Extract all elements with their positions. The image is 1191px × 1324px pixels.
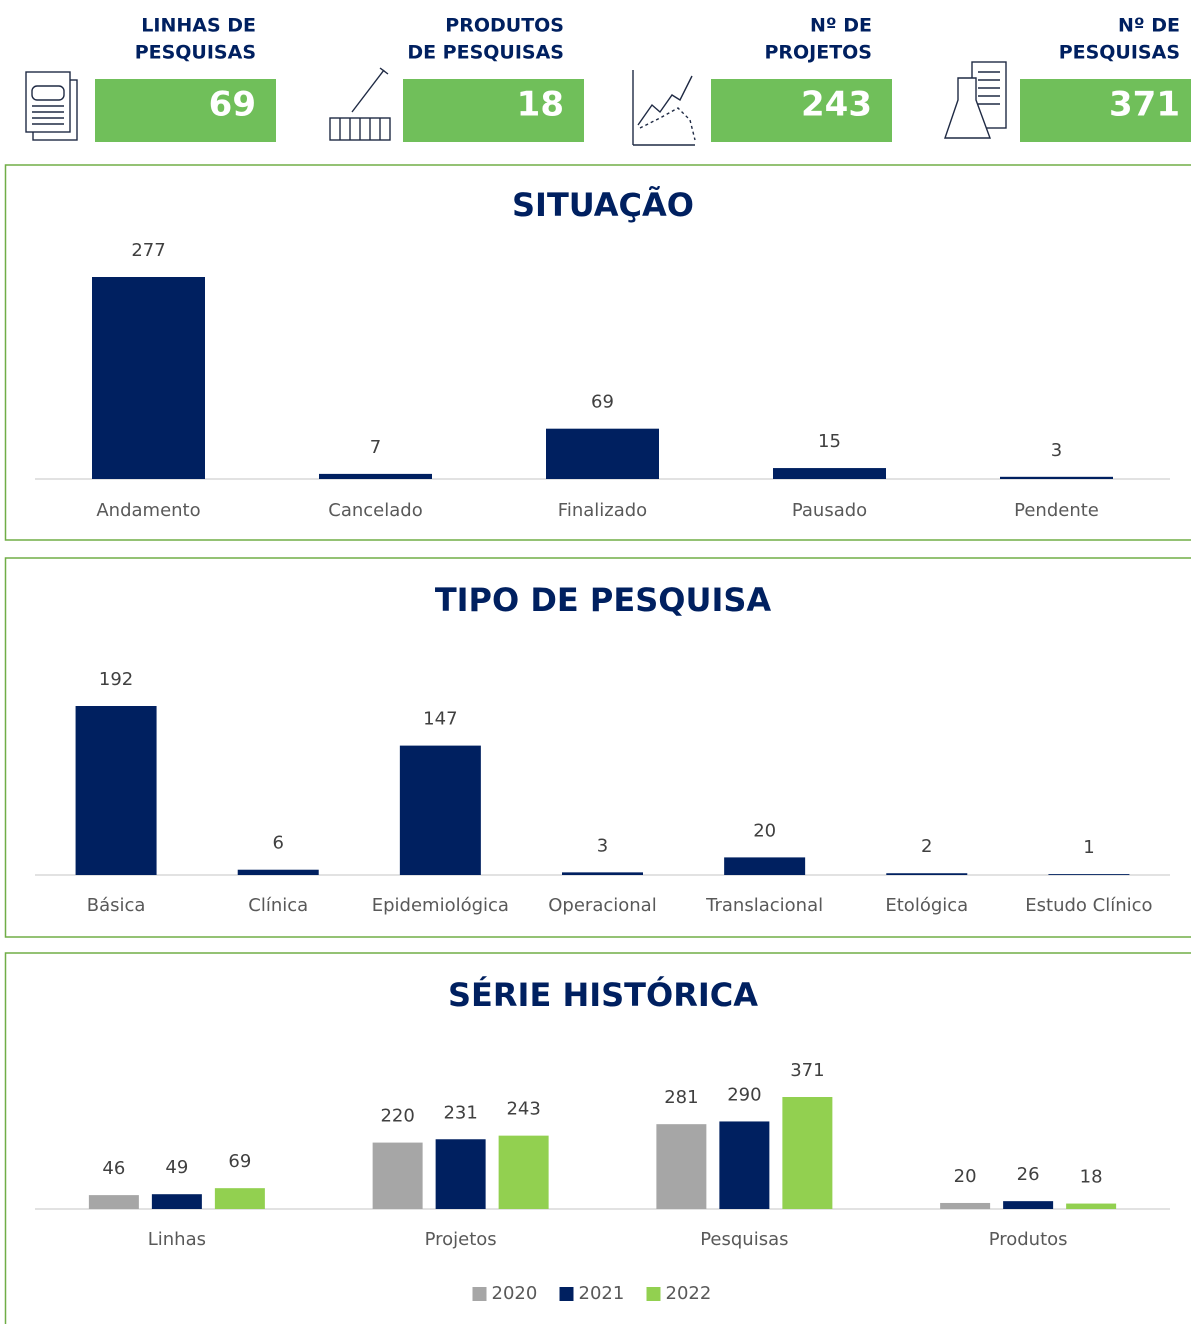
category-label: Epidemiológica: [372, 895, 509, 916]
kpi-value: 18: [517, 85, 564, 125]
icon-document: [25, 71, 78, 141]
bar: [319, 473, 432, 479]
bar: [151, 1194, 202, 1209]
chart-title: TIPO DE PESQUISA: [435, 581, 772, 619]
kpi-value: 371: [1109, 85, 1180, 125]
data-label: 49: [165, 1157, 188, 1178]
bar: [75, 706, 157, 875]
bar: [940, 1202, 991, 1209]
bar: [92, 277, 205, 479]
bar: [782, 1097, 833, 1209]
kpi-value: 243: [801, 85, 872, 125]
bar: [562, 872, 643, 875]
data-label: 7: [370, 437, 381, 458]
category-label: Linhas: [148, 1229, 206, 1250]
category-label: Etológica: [885, 895, 968, 916]
kpi-label: PROJETOS: [764, 42, 872, 64]
category-label: Operacional: [548, 895, 656, 916]
panel-border: [4, 952, 1191, 1324]
data-label: 220: [380, 1106, 414, 1127]
data-label: 1: [1083, 837, 1094, 858]
data-label: 26: [1017, 1164, 1040, 1185]
data-label: 2: [921, 836, 932, 857]
legend-label: 2022: [666, 1283, 712, 1304]
data-label: 18: [1080, 1167, 1103, 1188]
category-label: Pendente: [1014, 500, 1099, 521]
kpi-label: PESQUISAS: [135, 42, 256, 64]
data-label: 20: [753, 820, 776, 841]
bar: [214, 1188, 265, 1209]
icon-chart: [632, 70, 696, 146]
data-label: 290: [727, 1084, 761, 1105]
category-label: Pesquisas: [700, 1229, 788, 1250]
chart-title: SÉRIE HISTÓRICA: [448, 975, 758, 1014]
category-label: Finalizado: [558, 500, 647, 521]
data-label: 20: [954, 1166, 977, 1187]
data-label: 6: [272, 833, 283, 854]
bar: [237, 869, 319, 875]
category-label: Produtos: [989, 1229, 1068, 1250]
bar: [656, 1124, 707, 1209]
legend-label: 2020: [492, 1283, 538, 1304]
data-label: 46: [102, 1158, 125, 1179]
bar: [1066, 1203, 1117, 1209]
kpi-box: [711, 79, 892, 142]
kpi-box: [95, 79, 276, 142]
data-label: 231: [443, 1102, 477, 1123]
data-label: 3: [1051, 440, 1062, 461]
kpi-value: 69: [209, 85, 256, 125]
bar: [399, 745, 481, 875]
legend-swatch: [472, 1287, 487, 1301]
data-label: 277: [131, 240, 165, 261]
kpi-label: LINHAS DE: [141, 15, 256, 37]
bar: [372, 1142, 423, 1209]
bar: [1048, 874, 1130, 875]
category-label: Estudo Clínico: [1025, 895, 1152, 916]
icon-flask: [944, 61, 1007, 139]
bar: [498, 1135, 549, 1209]
kpi-box: [1020, 79, 1191, 142]
bar: [546, 428, 659, 479]
category-label: Andamento: [96, 500, 200, 521]
category-label: Cancelado: [328, 500, 422, 521]
bar: [886, 873, 968, 875]
panel-border: [4, 557, 1191, 938]
kpi-label: Nº DE: [810, 15, 872, 37]
category-label: Pausado: [792, 500, 867, 521]
data-label: 147: [423, 709, 457, 730]
category-label: Translacional: [705, 895, 823, 916]
data-label: 15: [818, 431, 841, 452]
legend-swatch: [559, 1287, 574, 1301]
bar: [724, 857, 806, 875]
data-label: 3: [597, 835, 608, 856]
bar: [1000, 476, 1113, 479]
data-label: 69: [591, 392, 614, 413]
kpi-label: PRODUTOS: [445, 15, 564, 37]
bar: [773, 468, 886, 479]
bar: [1003, 1201, 1054, 1209]
kpi-label: DE PESQUISAS: [407, 42, 564, 64]
kpi-box: [403, 79, 584, 142]
data-label: 371: [790, 1060, 824, 1081]
icon-pipette: [329, 67, 391, 141]
data-label: 281: [664, 1087, 698, 1108]
data-label: 243: [506, 1099, 540, 1120]
kpi-label: Nº DE: [1118, 15, 1180, 37]
legend-swatch: [646, 1287, 661, 1301]
category-label: Básica: [87, 895, 146, 916]
panel-border: [4, 164, 1191, 541]
bar: [88, 1195, 139, 1209]
bar: [719, 1121, 770, 1209]
chart-title: SITUAÇÃO: [512, 186, 694, 224]
data-label: 192: [99, 669, 133, 690]
category-label: Clínica: [248, 895, 308, 916]
data-label: 69: [228, 1151, 251, 1172]
bar: [435, 1139, 486, 1209]
category-label: Projetos: [425, 1229, 497, 1250]
legend-label: 2021: [579, 1283, 625, 1304]
kpi-label: PESQUISAS: [1059, 42, 1180, 64]
